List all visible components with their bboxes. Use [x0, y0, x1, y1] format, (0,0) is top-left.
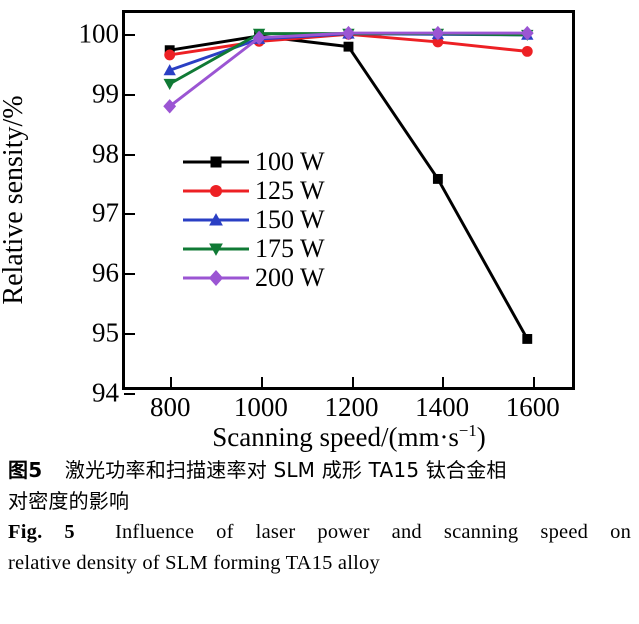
x-axis-label-main: Scanning speed/(mm·s	[212, 422, 459, 452]
x-axis-tick-label: 1400	[415, 392, 470, 422]
y-axis-tick-label: 99	[92, 78, 119, 109]
data-point-marker	[164, 49, 176, 61]
data-point-marker	[209, 213, 223, 226]
caption-en-line-2: relative density of SLM forming TA15 all…	[8, 552, 380, 574]
data-point-marker	[210, 156, 222, 168]
legend-label: 125 W	[255, 176, 325, 205]
y-axis-tick	[124, 393, 135, 395]
x-axis-label-tail: )	[476, 422, 486, 452]
caption-en-line-1: Fig. 5 Influence of laser power and scan…	[8, 517, 631, 548]
legend-marker-triangle-down-icon	[209, 243, 223, 256]
y-axis-tick-label: 94	[92, 377, 119, 408]
legend-key	[183, 209, 249, 231]
y-axis-tick	[124, 213, 135, 216]
caption-cn-text: 激光功率和扫描速率对 SLM 成形 TA15 钛合金相	[64, 458, 507, 482]
y-axis-tick-label: 97	[92, 197, 119, 228]
caption-cn-label: 图5	[8, 458, 43, 482]
legend-label: 150 W	[255, 205, 325, 234]
caption-cn-line-2: 对密度的影响	[8, 489, 130, 513]
data-point-marker	[343, 41, 354, 52]
legend-item-175-w[interactable]: 175 W	[183, 234, 325, 263]
data-point-marker	[209, 243, 223, 256]
data-point-marker	[163, 78, 176, 91]
x-axis-tick-label: 1000	[233, 392, 288, 422]
series-200-w	[163, 25, 534, 114]
y-axis-tick	[124, 333, 135, 336]
data-point-marker	[520, 25, 534, 41]
x-axis-tick	[260, 377, 263, 388]
legend-key	[183, 238, 249, 260]
data-point-marker	[432, 173, 443, 184]
y-axis-tick-label: 95	[92, 317, 119, 348]
x-axis-label: Scanning speed/(mm·s−1)	[212, 421, 486, 453]
y-axis-tick	[124, 153, 135, 156]
x-axis-tick	[170, 377, 173, 388]
legend-item-200-w[interactable]: 200 W	[183, 263, 325, 292]
series-layer	[163, 25, 534, 344]
data-point-marker	[342, 25, 355, 41]
legend-label: 200 W	[255, 263, 325, 292]
legend-item-125-w[interactable]: 125 W	[183, 176, 325, 205]
y-axis-tick	[124, 273, 135, 276]
x-axis-tick	[351, 377, 354, 388]
chart-figure: Relative sensity/% Scanning speed/(mm·s−…	[0, 10, 575, 453]
data-point-marker	[521, 45, 533, 57]
x-axis-label-superscript: −1	[458, 421, 477, 440]
y-axis-tick-label: 96	[92, 257, 119, 288]
caption-en-text: Influence of laser power and scanning sp…	[114, 521, 632, 543]
x-axis-tick	[532, 377, 535, 388]
y-axis-label: Relative sensity/%	[0, 95, 29, 305]
data-point-marker	[432, 36, 444, 48]
x-axis-tick-label: 1600	[505, 392, 560, 422]
y-axis-tick	[124, 33, 135, 36]
legend-marker-square-icon	[210, 156, 222, 168]
plot-area: 94 95 96 97 98 99 100 800 1000 1200 1400 1600	[79, 10, 575, 421]
caption-en-label: Fig. 5	[8, 521, 75, 543]
data-point-marker	[208, 270, 224, 286]
legend-marker-triangle-up-icon	[209, 213, 223, 226]
legend-key	[183, 180, 249, 202]
legend-label: 100 W	[255, 147, 325, 176]
x-axis-tick-label: 1200	[324, 392, 379, 422]
y-axis-tick	[124, 93, 135, 96]
legend: 100 W 125 W 150 W 175 W 200 W	[183, 147, 325, 292]
data-point-marker	[163, 64, 176, 76]
legend-key	[183, 151, 249, 173]
data-point-marker	[209, 184, 223, 198]
data-point-marker	[431, 25, 445, 41]
data-point-marker	[522, 334, 533, 344]
y-axis-tick-label: 98	[92, 138, 119, 169]
legend-item-150-w[interactable]: 150 W	[183, 205, 325, 234]
legend-marker-diamond-icon	[208, 270, 224, 286]
y-axis-tick-label: 100	[78, 18, 120, 49]
figure-caption: 图5 激光功率和扫描速率对 SLM 成形 TA15 钛合金相 对密度的影响 Fi…	[8, 455, 631, 579]
legend-key	[183, 267, 249, 289]
legend-marker-circle-icon	[209, 184, 223, 198]
caption-cn-line-1: 图5 激光功率和扫描速率对 SLM 成形 TA15 钛合金相	[8, 455, 631, 486]
legend-label: 175 W	[255, 234, 325, 263]
plot-inner: 94 95 96 97 98 99 100 800 1000 1200 1400 1600	[79, 13, 572, 421]
x-axis-tick	[442, 377, 445, 388]
legend-item-100-w[interactable]: 100 W	[183, 147, 325, 176]
x-axis-tick-label: 800	[150, 392, 191, 422]
